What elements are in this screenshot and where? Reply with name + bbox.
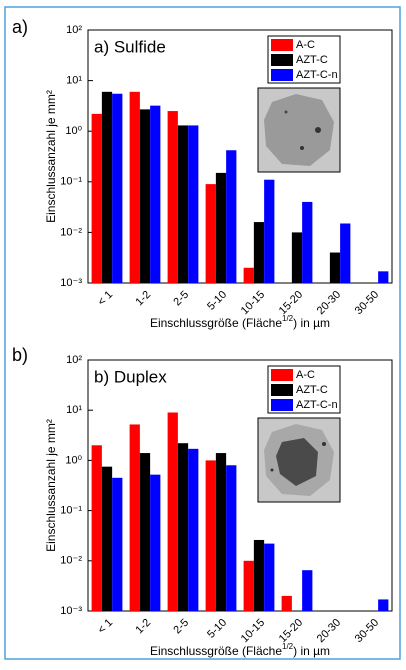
panel-label: b) [12, 345, 28, 365]
bar [112, 477, 123, 611]
legend-label: AZT-C [296, 384, 328, 396]
bar [167, 412, 178, 611]
bar [205, 460, 216, 611]
y-tick-label: 10¹ [66, 404, 82, 416]
chart-title: a) Sulfide [94, 37, 166, 56]
y-tick-label: 10⁻² [60, 555, 82, 567]
x-tick-label: 20-30 [315, 289, 343, 317]
legend-label: AZT-C [296, 54, 328, 66]
bar [167, 111, 178, 283]
panel-label: a) [12, 17, 28, 37]
bar [253, 539, 265, 611]
bar [91, 445, 102, 611]
y-tick-label: 10¹ [66, 75, 82, 87]
bar [378, 599, 389, 611]
legend-swatch [271, 399, 293, 411]
y-tick-label: 10⁻² [60, 226, 82, 238]
bar [281, 595, 292, 611]
bar [188, 448, 199, 611]
bar [129, 424, 140, 611]
y-tick-label: 10⁻¹ [60, 176, 82, 188]
plot-frame [87, 29, 393, 284]
y-tick-label: 10⁰ [65, 454, 82, 466]
legend-swatch [271, 39, 293, 51]
x-tick-label: 1-2 [133, 617, 153, 637]
legend-swatch [271, 369, 293, 381]
x-axis-label-part: ) in µm [293, 644, 330, 658]
x-tick-label: 2-5 [171, 289, 191, 309]
bar [177, 443, 189, 611]
bar [215, 172, 227, 283]
bar [253, 222, 265, 283]
legend-swatch [271, 54, 293, 66]
x-tick-label: 1-2 [133, 289, 153, 309]
bar [139, 109, 151, 284]
bar [264, 179, 275, 283]
bar [112, 93, 123, 284]
bar [226, 150, 237, 283]
chart-title: b) Duplex [94, 367, 167, 386]
legend-swatch [271, 69, 293, 81]
bar [264, 543, 275, 611]
bar [243, 560, 254, 611]
bar [139, 453, 151, 611]
bar [215, 453, 227, 611]
bar [340, 223, 351, 283]
y-tick-label: 10² [66, 24, 82, 36]
inset-image [257, 87, 341, 173]
x-tick-label: < 1 [96, 289, 116, 309]
y-axis-label: Einschlussanzahl je mm² [44, 419, 58, 552]
bar [243, 267, 254, 283]
y-tick-label: 10⁻¹ [60, 505, 82, 517]
x-tick-label: 15-20 [277, 289, 305, 317]
legend-swatch [271, 384, 293, 396]
x-axis-label: Einschlussgröße (Fläche1/2) in µm [150, 314, 330, 330]
x-tick-label: < 1 [96, 617, 116, 637]
y-tick-label: 10⁻³ [60, 277, 82, 289]
x-axis-label-part: ) in µm [293, 316, 330, 330]
x-axis-label-part: Einschlussgröße (Fläche [150, 644, 282, 658]
y-tick-label: 10⁻³ [60, 605, 82, 617]
legend-label: A-C [296, 369, 315, 381]
x-axis-label-part: 1/2 [282, 642, 294, 651]
bar [129, 91, 140, 283]
x-tick-label: 15-20 [277, 617, 305, 645]
x-tick-label: 2-5 [171, 617, 191, 637]
plot-frame [87, 359, 393, 612]
bar [177, 125, 189, 283]
bar [329, 252, 341, 283]
x-tick-label: 10-15 [239, 289, 267, 317]
y-tick-label: 10² [66, 354, 82, 366]
bar [91, 113, 102, 283]
bar [302, 201, 313, 283]
legend-label: AZT-C-n [296, 399, 338, 411]
bar [291, 232, 303, 283]
bar [188, 125, 199, 283]
x-tick-label: 10-15 [239, 617, 267, 645]
bar [378, 271, 389, 283]
x-axis-label-part: Einschlussgröße (Fläche [150, 316, 282, 330]
bar [150, 105, 161, 284]
bar [226, 465, 237, 611]
x-axis-label-part: 1/2 [282, 314, 294, 323]
bar [101, 466, 113, 611]
bar [302, 570, 313, 611]
bar [150, 474, 161, 611]
y-tick-label: 10⁰ [65, 125, 82, 137]
bar [205, 184, 216, 283]
x-tick-label: 5-10 [205, 617, 229, 641]
x-tick-label: 30-50 [353, 617, 381, 645]
legend-label: A-C [296, 39, 315, 51]
inset-image [257, 417, 341, 503]
x-tick-label: 20-30 [315, 617, 343, 645]
x-tick-label: 30-50 [353, 289, 381, 317]
x-axis-label: Einschlussgröße (Fläche1/2) in µm [150, 642, 330, 658]
bar [101, 91, 113, 283]
frame [4, 6, 401, 660]
y-axis-label: Einschlussanzahl je mm² [44, 90, 58, 223]
legend-label: AZT-C-n [296, 69, 338, 81]
x-tick-label: 5-10 [205, 289, 229, 313]
